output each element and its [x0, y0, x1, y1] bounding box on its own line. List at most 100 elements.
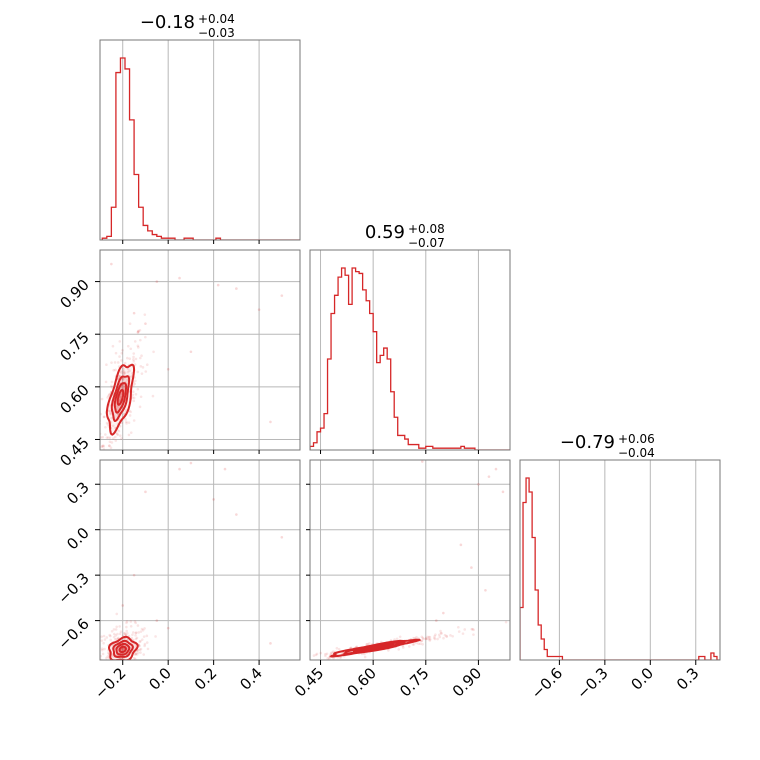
sample-point: [145, 634, 149, 638]
sample-point: [432, 636, 436, 640]
sample-point: [129, 431, 133, 434]
panel-frame-2-1: [309, 459, 511, 661]
sample-point: [124, 633, 127, 636]
sample-point: [337, 647, 341, 651]
sample-point: [115, 625, 118, 629]
sample-point: [115, 612, 119, 616]
outlier-point: [166, 626, 170, 630]
sample-point: [122, 384, 125, 387]
x-tick-label-1-2: 0.75: [396, 664, 432, 700]
sample-point: [151, 394, 155, 398]
panel-frame-2-2: [519, 459, 721, 661]
histogram-1: [310, 267, 510, 450]
sample-point: [123, 632, 127, 636]
sample-point: [335, 646, 339, 650]
sample-point: [106, 655, 109, 658]
sample-point: [300, 662, 303, 665]
sample-point: [397, 648, 401, 651]
outlier-point: [155, 619, 159, 622]
param-title-minus-0: −0.03: [198, 26, 235, 40]
sample-point: [134, 621, 137, 625]
sample-point: [141, 366, 145, 369]
sample-point: [100, 639, 104, 642]
sample-point: [118, 434, 122, 438]
sample-point: [123, 371, 127, 375]
sample-point: [101, 444, 105, 447]
sample-point: [301, 656, 304, 659]
sample-point: [112, 632, 116, 636]
outlier-point: [420, 460, 424, 463]
sample-point: [319, 651, 323, 655]
sample-point: [132, 399, 136, 403]
sample-point: [140, 638, 144, 641]
sample-point: [111, 424, 115, 428]
sample-point: [105, 453, 108, 456]
sample-point: [105, 656, 108, 660]
sample-point: [117, 375, 121, 378]
sample-point: [113, 361, 117, 364]
sample-point: [421, 636, 425, 640]
sample-point: [124, 633, 128, 637]
sample-point: [115, 661, 118, 664]
sample-point: [93, 459, 96, 462]
sample-point: [132, 396, 136, 400]
sample-point: [267, 668, 270, 671]
y-tick-label-1-2: 0.75: [56, 328, 92, 364]
sample-point: [398, 635, 402, 639]
sample-point: [421, 637, 425, 641]
sample-point: [128, 322, 132, 325]
param-title-plus-2: +0.06: [618, 432, 655, 446]
sample-point: [100, 397, 104, 401]
sample-point: [134, 631, 138, 635]
outlier-point: [155, 280, 159, 283]
sample-point: [136, 344, 140, 348]
sample-point: [108, 393, 111, 397]
sample-point: [108, 444, 111, 447]
sample-point: [128, 414, 132, 417]
sample-point: [127, 421, 131, 424]
outlier-point: [216, 283, 220, 287]
sample-point: [134, 652, 137, 655]
outlier-point: [442, 611, 445, 615]
sample-point: [100, 648, 104, 652]
sample-point: [327, 657, 331, 660]
sample-point: [111, 344, 115, 348]
sample-point: [424, 637, 428, 641]
sample-point: [451, 634, 454, 638]
param-title-minus-2: −0.04: [618, 446, 655, 460]
sample-point: [120, 437, 123, 440]
sample-point: [463, 628, 467, 631]
sample-point: [131, 633, 134, 637]
sample-point: [104, 380, 108, 384]
sample-point: [365, 643, 368, 646]
sample-point: [387, 649, 390, 652]
sample-point: [109, 412, 113, 416]
sample-point: [115, 468, 118, 471]
sample-point: [110, 664, 113, 667]
sample-point: [105, 436, 109, 439]
sample-point: [126, 367, 130, 371]
sample-point: [99, 675, 102, 678]
sample-point: [91, 664, 94, 667]
outlier-point: [484, 589, 487, 592]
outlier-point: [487, 475, 491, 478]
sample-point: [438, 633, 441, 637]
sample-point: [128, 357, 132, 361]
outlier-point: [501, 490, 505, 494]
sample-point: [139, 639, 142, 643]
sample-point: [132, 384, 135, 387]
y-tick-label-2-2: 0.0: [63, 524, 93, 554]
sample-point: [109, 446, 113, 449]
sample-point: [100, 461, 103, 464]
sample-point: [132, 358, 135, 361]
sample-point: [113, 638, 117, 641]
sample-point: [124, 417, 127, 421]
outlier-point: [235, 287, 238, 290]
sample-point: [395, 637, 399, 641]
sample-point: [442, 636, 445, 640]
sample-point: [131, 390, 135, 393]
sample-point: [116, 632, 119, 636]
sample-point: [472, 628, 475, 632]
sample-point: [134, 357, 138, 361]
sample-point: [105, 421, 109, 425]
